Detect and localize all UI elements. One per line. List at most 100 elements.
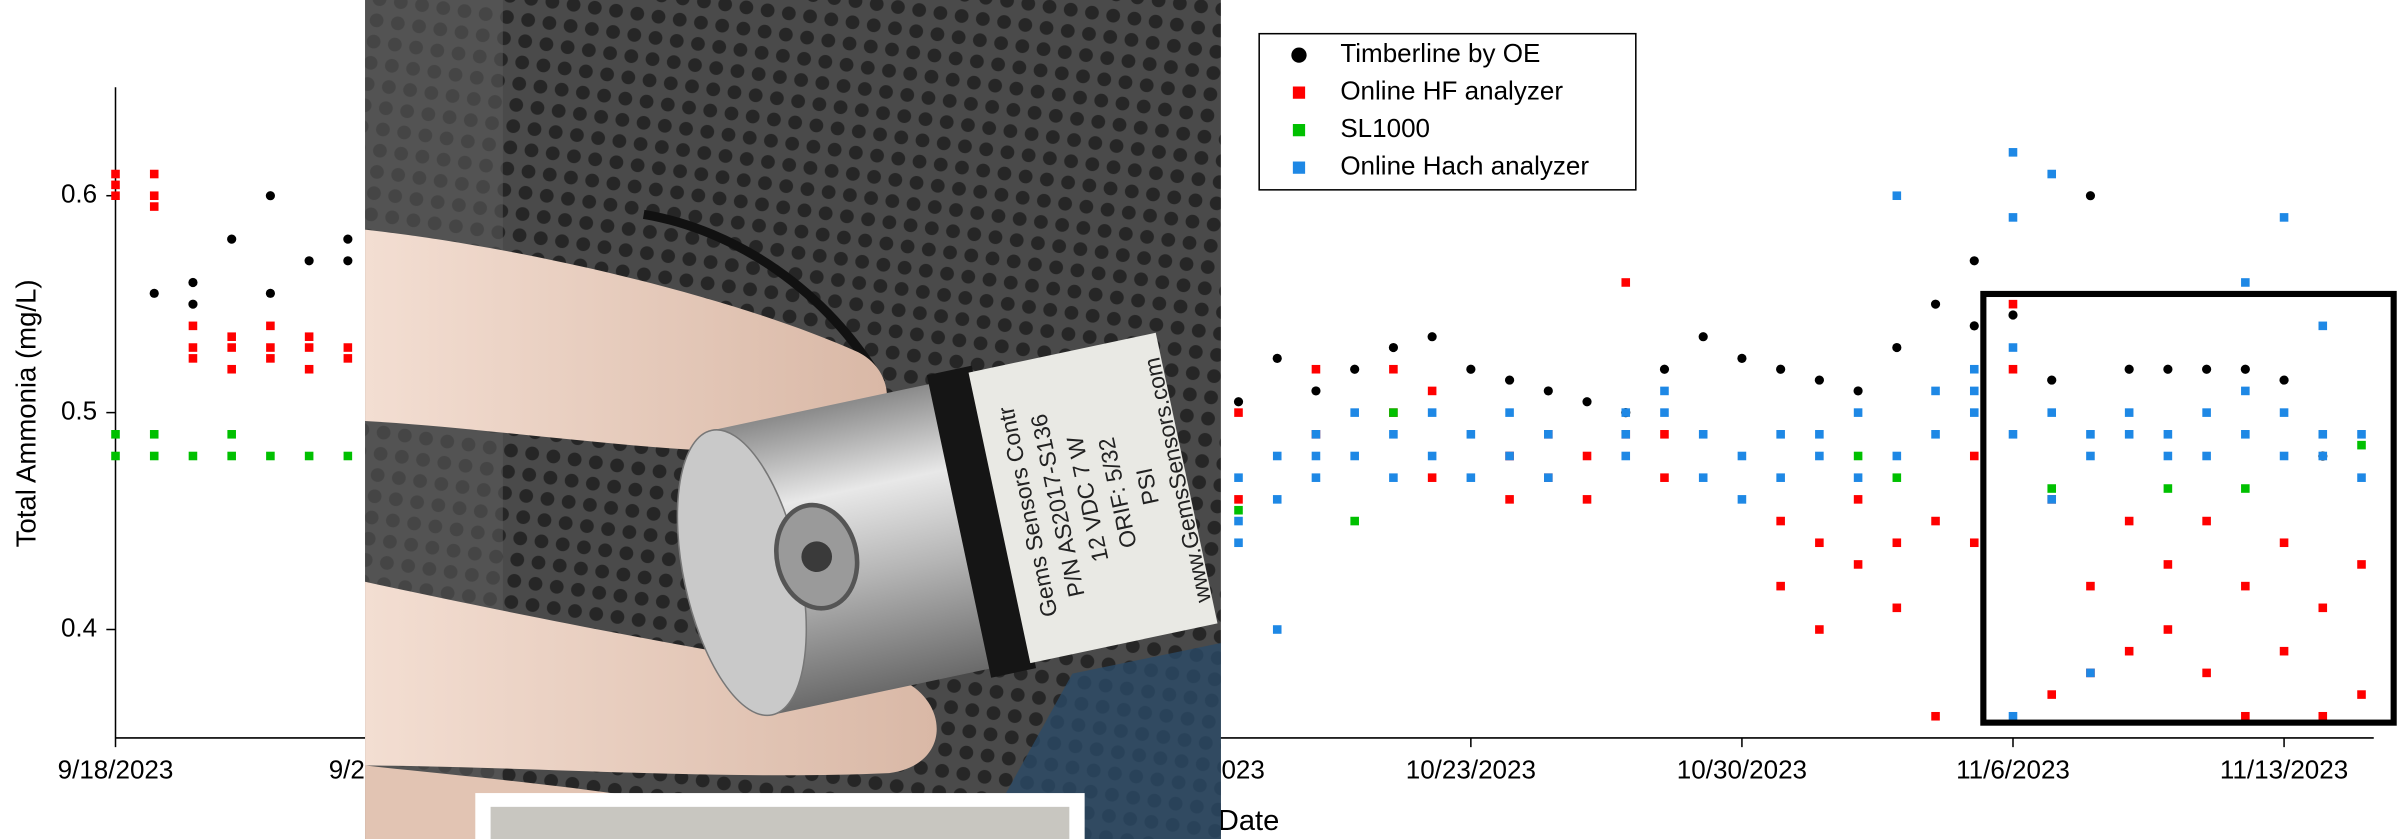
point [1505, 408, 1514, 417]
point [2008, 310, 2017, 319]
point [227, 343, 236, 352]
point [1893, 538, 1902, 547]
point [2047, 170, 2056, 179]
legend-marker [1293, 124, 1305, 136]
y-tick-label: 0.5 [61, 395, 97, 425]
point [1815, 375, 1824, 384]
point [1234, 495, 1243, 504]
point [1389, 343, 1398, 352]
point [111, 191, 120, 200]
point [1466, 365, 1475, 374]
point [2241, 365, 2250, 374]
point [1312, 430, 1321, 439]
point [2125, 647, 2134, 656]
point [189, 354, 198, 363]
point [2047, 495, 2056, 504]
point [1234, 506, 1243, 515]
point [1660, 365, 1669, 374]
point [227, 235, 236, 244]
point [1892, 343, 1901, 352]
point [2164, 625, 2173, 634]
point [1312, 365, 1321, 374]
point [2241, 278, 2250, 287]
point [1738, 495, 1747, 504]
point [2047, 484, 2056, 493]
point [1350, 452, 1359, 461]
point [2280, 538, 2289, 547]
point [227, 452, 236, 461]
x-tick-label: 9/18/2023 [58, 755, 174, 785]
point [1660, 408, 1669, 417]
point [1389, 408, 1398, 417]
point [1350, 408, 1359, 417]
point [111, 170, 120, 179]
point [2202, 517, 2211, 526]
point [2009, 300, 2018, 309]
point [1854, 386, 1863, 395]
point [2280, 408, 2289, 417]
legend-marker [1291, 47, 1306, 62]
point [1350, 365, 1359, 374]
point [2009, 148, 2018, 157]
point [1970, 365, 1979, 374]
point [2125, 408, 2134, 417]
point [1854, 408, 1863, 417]
point [2241, 582, 2250, 591]
point [1660, 387, 1669, 396]
point [1970, 321, 1979, 330]
point [1467, 473, 1476, 482]
point [1738, 452, 1747, 461]
point [305, 452, 314, 461]
point [1970, 538, 1979, 547]
point [2047, 375, 2056, 384]
point [1931, 517, 1940, 526]
point [2241, 387, 2250, 396]
point [1544, 430, 1553, 439]
point [188, 300, 197, 309]
point [150, 430, 159, 439]
point [1505, 495, 1514, 504]
point [1234, 538, 1243, 547]
point [1699, 473, 1708, 482]
point [1776, 582, 1785, 591]
y-tick-label: 0.6 [61, 179, 97, 209]
point [1583, 452, 1592, 461]
point [305, 332, 314, 341]
point [2009, 213, 2018, 222]
point [1273, 452, 1282, 461]
point [2047, 408, 2056, 417]
point [2125, 365, 2134, 374]
point [1273, 625, 1282, 634]
point [2241, 712, 2250, 721]
point [1776, 517, 1785, 526]
point [1544, 473, 1553, 482]
point [1854, 560, 1863, 569]
point [1389, 430, 1398, 439]
point [305, 256, 314, 265]
point [2009, 430, 2018, 439]
point [1854, 495, 1863, 504]
point [266, 191, 275, 200]
point [2241, 484, 2250, 493]
point [1893, 473, 1902, 482]
point [2009, 365, 2018, 374]
point [1273, 495, 1282, 504]
point [2319, 430, 2328, 439]
point [266, 354, 275, 363]
point [1312, 473, 1321, 482]
point [111, 181, 120, 190]
point [2357, 473, 2366, 482]
point [2164, 484, 2173, 493]
point [2280, 452, 2289, 461]
point [2086, 191, 2095, 200]
point [2164, 452, 2173, 461]
point [1428, 332, 1437, 341]
point [1776, 473, 1785, 482]
point [2125, 517, 2134, 526]
x-tick-label: 11/6/2023 [1956, 755, 2070, 785]
point [227, 332, 236, 341]
point [344, 343, 353, 352]
x-axis-label: Date [1218, 805, 1279, 837]
point [189, 322, 198, 331]
point [1931, 430, 1940, 439]
